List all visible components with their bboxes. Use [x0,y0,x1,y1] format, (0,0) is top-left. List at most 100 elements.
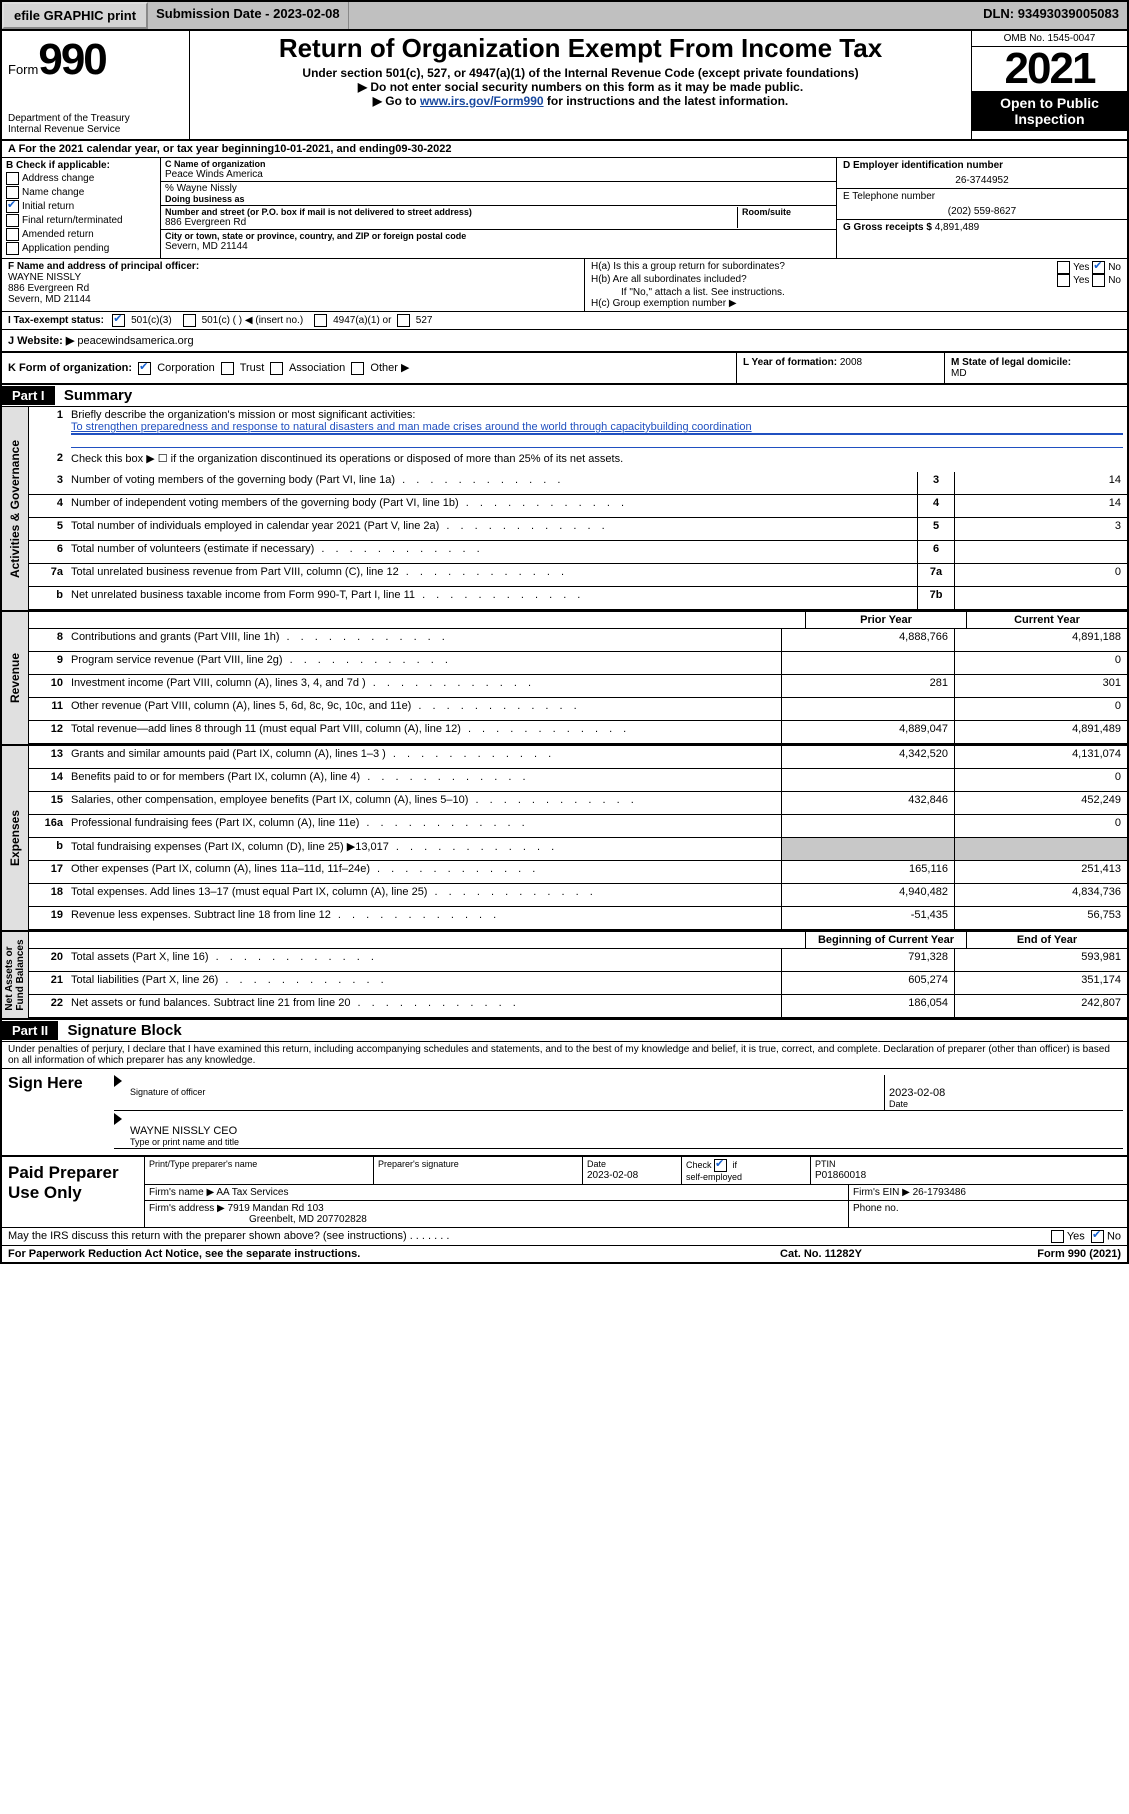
chk-address-change-label: Address change [22,173,94,184]
rev-line-9: 9Program service revenue (Part VIII, lin… [29,652,1127,675]
hb-no: No [1108,275,1121,286]
chk-final-return-label: Final return/terminated [22,215,123,226]
gross-label: G Gross receipts $ [843,222,935,233]
sign-arrow-icon [114,1075,122,1087]
row-i: I Tax-exempt status: 501(c)(3) 501(c) ( … [2,312,1127,330]
chk-name-change[interactable]: Name change [6,186,156,199]
principal-officer-label: F Name and address of principal officer: [8,261,199,272]
h-b-label: H(b) Are all subordinates included? [591,274,1057,287]
h-a-label: H(a) Is this a group return for subordin… [591,261,1057,274]
chk-amended-return[interactable]: Amended return [6,228,156,241]
officer-addr2: Severn, MD 21144 [8,294,578,305]
gov-line-7a: 7aTotal unrelated business revenue from … [29,564,1127,587]
gov-line-3: 3Number of voting members of the governi… [29,472,1127,495]
care-of: % Wayne Nissly [165,183,832,194]
chk-501c3[interactable] [112,314,125,327]
sig-name-value: WAYNE NISSLY CEO [130,1125,1119,1137]
opt-4947: 4947(a)(1) or [333,315,391,326]
open-line2: Inspection [972,111,1127,127]
chk-trust[interactable] [221,362,234,375]
ptin-label: PTIN [815,1159,836,1169]
officer-name: WAYNE NISSLY [8,272,578,283]
city-label: City or town, state or province, country… [165,231,832,241]
opt-527: 527 [416,315,433,326]
chk-corporation[interactable] [138,362,151,375]
year-formation: 2008 [840,357,862,368]
revenue-section: Revenue Prior Year Current Year 8Contrib… [2,612,1127,746]
firm-ein-label: Firm's EIN ▶ [853,1187,913,1198]
chk-527[interactable] [397,314,410,327]
addr-label: Number and street (or P.O. box if mail i… [165,207,737,217]
dba-label: Doing business as [165,194,832,204]
chk-final-return[interactable]: Final return/terminated [6,214,156,227]
begin-year-header: Beginning of Current Year [805,932,966,948]
chk-other[interactable] [351,362,364,375]
exp-line-13: 13Grants and similar amounts paid (Part … [29,746,1127,769]
gov-line-4: 4Number of independent voting members of… [29,495,1127,518]
part2-title: Signature Block [61,1020,187,1041]
tax-year: 2021 [972,47,1127,91]
form-title: Return of Organization Exempt From Incom… [196,33,965,64]
city-state-zip: Severn, MD 21144 [165,241,832,252]
paid-preparer-label: Paid Preparer Use Only [2,1157,145,1227]
opt-trust: Trust [240,362,265,374]
chk-address-change[interactable]: Address change [6,172,156,185]
subtitle-1: Under section 501(c), 527, or 4947(a)(1)… [196,66,965,80]
state-domicile: MD [951,368,967,379]
bal-line-22: 22Net assets or fund balances. Subtract … [29,995,1127,1018]
discuss-label: May the IRS discuss this return with the… [8,1230,407,1242]
part1-title: Summary [58,385,138,406]
firm-addr2: Greenbelt, MD 207702828 [149,1214,844,1225]
header-right: OMB No. 1545-0047 2021 Open to Public In… [971,31,1127,139]
chk-association[interactable] [270,362,283,375]
exp-line-15: 15Salaries, other compensation, employee… [29,792,1127,815]
open-to-public: Open to Public Inspection [972,91,1127,131]
chk-4947[interactable] [314,314,327,327]
instructions-link[interactable]: www.irs.gov/Form990 [420,94,544,108]
dln-label: DLN: [983,6,1018,21]
sign-here-label: Sign Here [2,1069,94,1155]
exp-line-b: bTotal fundraising expenses (Part IX, co… [29,838,1127,861]
form-header: Form990 Department of the Treasury Inter… [2,31,1127,141]
state-domicile-label: M State of legal domicile: [951,357,1071,368]
chk-initial-return[interactable]: Initial return [6,200,156,213]
website-value: peacewindsamerica.org [77,335,193,347]
efile-print-button[interactable]: efile GRAPHIC print [2,2,148,29]
sig-name-label: Type or print name and title [130,1137,239,1147]
phone-label: E Telephone number [843,191,1121,202]
side-netassets: Net Assets orFund Balances [2,932,29,1018]
chk-self-employed[interactable] [714,1159,727,1172]
prep-name-label: Print/Type preparer's name [149,1159,257,1169]
submission-date-value: 2023-02-08 [273,6,340,21]
prep-date-label: Date [587,1159,606,1169]
current-year-header: Current Year [966,612,1127,628]
netassets-section: Net Assets orFund Balances Beginning of … [2,932,1127,1020]
discuss-yes-chk[interactable] [1051,1230,1064,1243]
chk-application-pending-label: Application pending [22,243,109,254]
chk-501c[interactable] [183,314,196,327]
header-middle: Return of Organization Exempt From Incom… [190,31,971,139]
form-word: Form [8,62,38,77]
firm-ein: 26-1793486 [913,1187,966,1198]
bal-line-20: 20Total assets (Part X, line 16)791,3285… [29,949,1127,972]
discuss-yes: Yes [1067,1230,1085,1242]
tax-year-row: A For the 2021 calendar year, or tax yea… [2,141,1127,158]
sig-officer-label: Signature of officer [130,1087,205,1097]
mission-label: Briefly describe the organization's miss… [71,409,1123,421]
year-formation-label: L Year of formation: [743,357,840,368]
discuss-no-chk[interactable] [1091,1230,1104,1243]
paid-preparer-block: Paid Preparer Use Only Print/Type prepar… [2,1157,1127,1228]
year-begin: 10-01-2021 [274,143,330,155]
side-revenue: Revenue [2,612,29,744]
firm-addr1: 7919 Mandan Rd 103 [228,1203,324,1214]
row-klm: K Form of organization: Corporation Trus… [2,353,1127,385]
gov-line-b: bNet unrelated business taxable income f… [29,587,1127,610]
mission-text: To strengthen preparedness and response … [71,421,1123,433]
activities-governance: Activities & Governance 1 Briefly descri… [2,407,1127,612]
part1-header: Part I [2,386,55,405]
chk-application-pending[interactable]: Application pending [6,242,156,255]
part2-header: Part II [2,1021,58,1040]
ptin-value: P01860018 [815,1170,866,1181]
year-end: 09-30-2022 [395,143,451,155]
firm-phone-label: Phone no. [853,1203,899,1214]
